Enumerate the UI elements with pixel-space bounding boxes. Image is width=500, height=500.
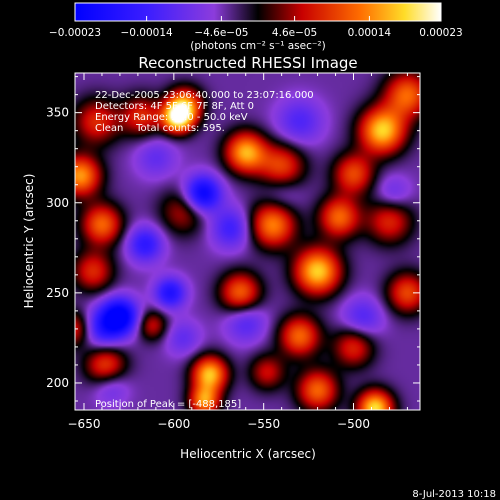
y-tick-label: 250 <box>46 286 69 300</box>
y-tick-label: 300 <box>46 196 69 210</box>
plot-frame <box>74 72 421 411</box>
colorbar-tick-label: 0.00014 <box>348 27 392 39</box>
colorbar: −0.00023 −0.00014 −4.6e−05 4.6e−05 0.00014 0.… <box>49 2 463 52</box>
y-tick-label: 200 <box>46 376 69 390</box>
x-axis: −650 −600 −550 −500 <box>68 73 408 431</box>
x-axis-label: Heliocentric X (arcsec) <box>180 447 316 461</box>
annotation-block: 22-Dec-2005 23:06:40.000 to 23:07:16.000… <box>95 90 314 134</box>
x-tick-label: −600 <box>157 417 190 431</box>
y-tick-label: 350 <box>46 106 69 120</box>
peak-position-label: Position of Peak = [-488,185] <box>95 399 241 410</box>
x-tick-label: −500 <box>337 417 370 431</box>
annotation-detectors: Detectors: 4F 5F 6F 7F 8F, Att 0 <box>95 101 254 112</box>
x-tick-label: −650 <box>68 417 101 431</box>
colorbar-ticks: −0.00023 −0.00014 −4.6e−05 4.6e−05 0.00014 0.… <box>49 16 463 39</box>
annotation-counts: Clean Total counts: 595. <box>95 123 225 134</box>
colorbar-tick-label: 4.6e−05 <box>272 27 317 39</box>
colorbar-frame <box>74 2 442 22</box>
y-axis: 200 250 300 350 <box>46 76 420 402</box>
colorbar-tick-label: 0.00023 <box>419 27 462 39</box>
y-axis-label: Heliocentric Y (arcsec) <box>22 174 36 309</box>
colorbar-tick-label: −0.00023 <box>49 27 101 39</box>
plot-area <box>75 73 420 410</box>
x-tick-label: −550 <box>247 417 280 431</box>
colorbar-strip <box>75 3 441 21</box>
heatmap-image <box>75 73 420 410</box>
annotation-energy-range: Energy Range: 25.0 - 50.0 keV <box>95 112 248 123</box>
colorbar-unit-label: (photons cm⁻² s⁻¹ asec⁻²) <box>190 40 325 52</box>
colorbar-tick-label: −4.6e−05 <box>194 27 248 39</box>
date-stamp: 8-Jul-2013 10:18 <box>412 489 496 500</box>
colorbar-tick-label: −0.00014 <box>120 27 173 39</box>
chart-title: Reconstructed RHESSI Image <box>138 54 357 72</box>
annotation-time-range: 22-Dec-2005 23:06:40.000 to 23:07:16.000 <box>95 90 314 101</box>
